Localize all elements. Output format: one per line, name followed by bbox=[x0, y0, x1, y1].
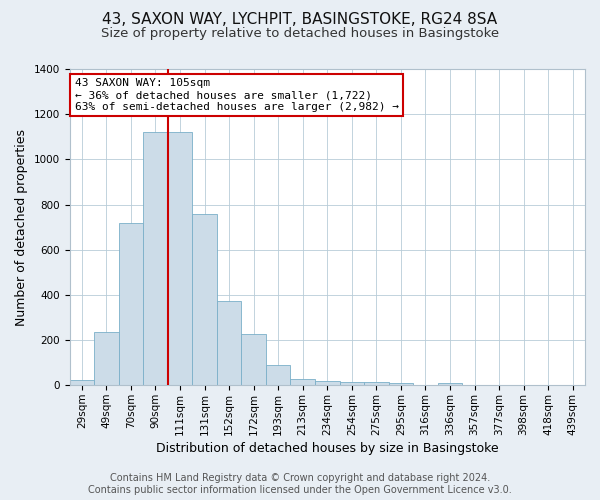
Bar bbox=[94, 332, 119, 386]
Bar bbox=[241, 334, 266, 386]
Bar bbox=[389, 383, 413, 386]
Bar bbox=[119, 222, 143, 386]
Text: 43 SAXON WAY: 105sqm
← 36% of detached houses are smaller (1,722)
63% of semi-de: 43 SAXON WAY: 105sqm ← 36% of detached h… bbox=[74, 78, 398, 112]
X-axis label: Distribution of detached houses by size in Basingstoke: Distribution of detached houses by size … bbox=[156, 442, 499, 455]
Bar bbox=[340, 382, 364, 386]
Y-axis label: Number of detached properties: Number of detached properties bbox=[15, 128, 28, 326]
Text: Contains HM Land Registry data © Crown copyright and database right 2024.
Contai: Contains HM Land Registry data © Crown c… bbox=[88, 474, 512, 495]
Bar bbox=[266, 365, 290, 386]
Bar bbox=[143, 132, 168, 386]
Bar bbox=[217, 300, 241, 386]
Bar bbox=[290, 378, 315, 386]
Bar bbox=[315, 381, 340, 386]
Bar bbox=[192, 214, 217, 386]
Bar bbox=[70, 380, 94, 386]
Bar bbox=[168, 132, 192, 386]
Bar bbox=[364, 382, 389, 386]
Text: Size of property relative to detached houses in Basingstoke: Size of property relative to detached ho… bbox=[101, 28, 499, 40]
Text: 43, SAXON WAY, LYCHPIT, BASINGSTOKE, RG24 8SA: 43, SAXON WAY, LYCHPIT, BASINGSTOKE, RG2… bbox=[103, 12, 497, 28]
Bar bbox=[438, 383, 462, 386]
